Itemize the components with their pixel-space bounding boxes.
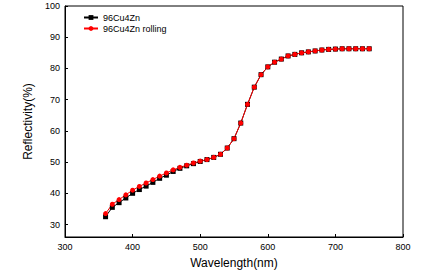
svg-text:70: 70 bbox=[50, 95, 60, 105]
svg-text:30: 30 bbox=[50, 220, 60, 230]
svg-text:700: 700 bbox=[328, 242, 343, 252]
svg-text:100: 100 bbox=[45, 1, 60, 11]
svg-text:80: 80 bbox=[50, 63, 60, 73]
svg-text:50: 50 bbox=[50, 157, 60, 167]
svg-text:800: 800 bbox=[395, 242, 410, 252]
svg-text:400: 400 bbox=[125, 242, 140, 252]
svg-text:60: 60 bbox=[50, 126, 60, 136]
svg-text:40: 40 bbox=[50, 188, 60, 198]
svg-text:90: 90 bbox=[50, 32, 60, 42]
svg-text:600: 600 bbox=[260, 242, 275, 252]
svg-text:300: 300 bbox=[57, 242, 72, 252]
svg-text:96Cu4Zn: 96Cu4Zn bbox=[103, 13, 140, 23]
svg-text:500: 500 bbox=[193, 242, 208, 252]
svg-text:96Cu4Zn rolling: 96Cu4Zn rolling bbox=[103, 24, 167, 34]
svg-text:Reflectivity(%): Reflectivity(%) bbox=[21, 83, 35, 160]
svg-text:Wavelength(nm): Wavelength(nm) bbox=[190, 256, 278, 270]
